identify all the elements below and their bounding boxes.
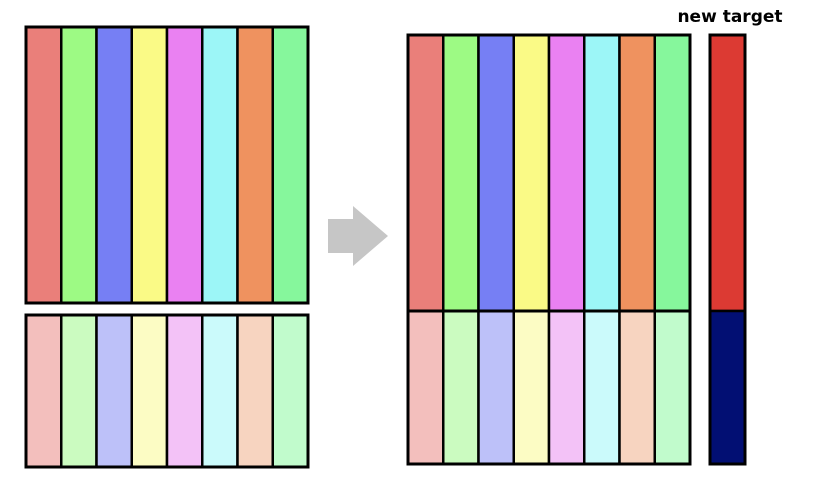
right-top-column-2 [442, 33, 480, 313]
right-bottom-column-6 [583, 309, 621, 466]
new-target-label: new target [677, 7, 783, 27]
right-top-column-4 [512, 33, 551, 313]
new-target-bottom [708, 309, 747, 466]
right-bottom-column-2 [442, 309, 480, 466]
right-bottom-column-4 [512, 309, 551, 466]
right-bottom-column-3 [477, 309, 515, 466]
left-top-column-6 [201, 25, 239, 305]
left-bottom-column-6 [201, 313, 239, 469]
right-top-column-5 [547, 33, 586, 313]
new-target-top [708, 33, 747, 313]
left-top-column-4 [130, 25, 169, 305]
left-top-column-5 [165, 25, 204, 305]
right-arrow-icon [328, 206, 388, 266]
left-bottom-outline [24, 313, 310, 469]
left-feature-block-top [24, 25, 310, 305]
new-target-bar [708, 33, 747, 466]
right-bottom-column-8 [653, 309, 692, 466]
left-bottom-column-5 [165, 313, 204, 469]
left-bottom-column-3 [95, 313, 133, 469]
right-top-column-3 [477, 33, 515, 313]
new-target-outline [708, 33, 747, 466]
left-bottom-column-1 [24, 313, 63, 469]
right-bottom-column-7 [618, 309, 656, 466]
right-feature-block-bottom [406, 309, 692, 466]
right-bottom-outline [406, 309, 692, 466]
left-top-column-1 [24, 25, 63, 305]
left-feature-block-bottom [24, 313, 310, 469]
left-top-outline [24, 25, 310, 305]
left-top-column-8 [271, 25, 310, 305]
left-top-column-3 [95, 25, 133, 305]
right-top-column-6 [583, 33, 621, 313]
right-top-column-7 [618, 33, 656, 313]
right-feature-block-top [406, 33, 692, 313]
left-bottom-column-7 [236, 313, 274, 469]
left-bottom-column-8 [271, 313, 310, 469]
left-bottom-column-2 [60, 313, 98, 469]
right-top-column-8 [653, 33, 692, 313]
right-top-column-1 [406, 33, 445, 313]
left-top-column-7 [236, 25, 274, 305]
right-bottom-column-1 [406, 309, 445, 466]
left-top-column-2 [60, 25, 98, 305]
left-bottom-column-4 [130, 313, 169, 469]
right-bottom-column-5 [547, 309, 586, 466]
